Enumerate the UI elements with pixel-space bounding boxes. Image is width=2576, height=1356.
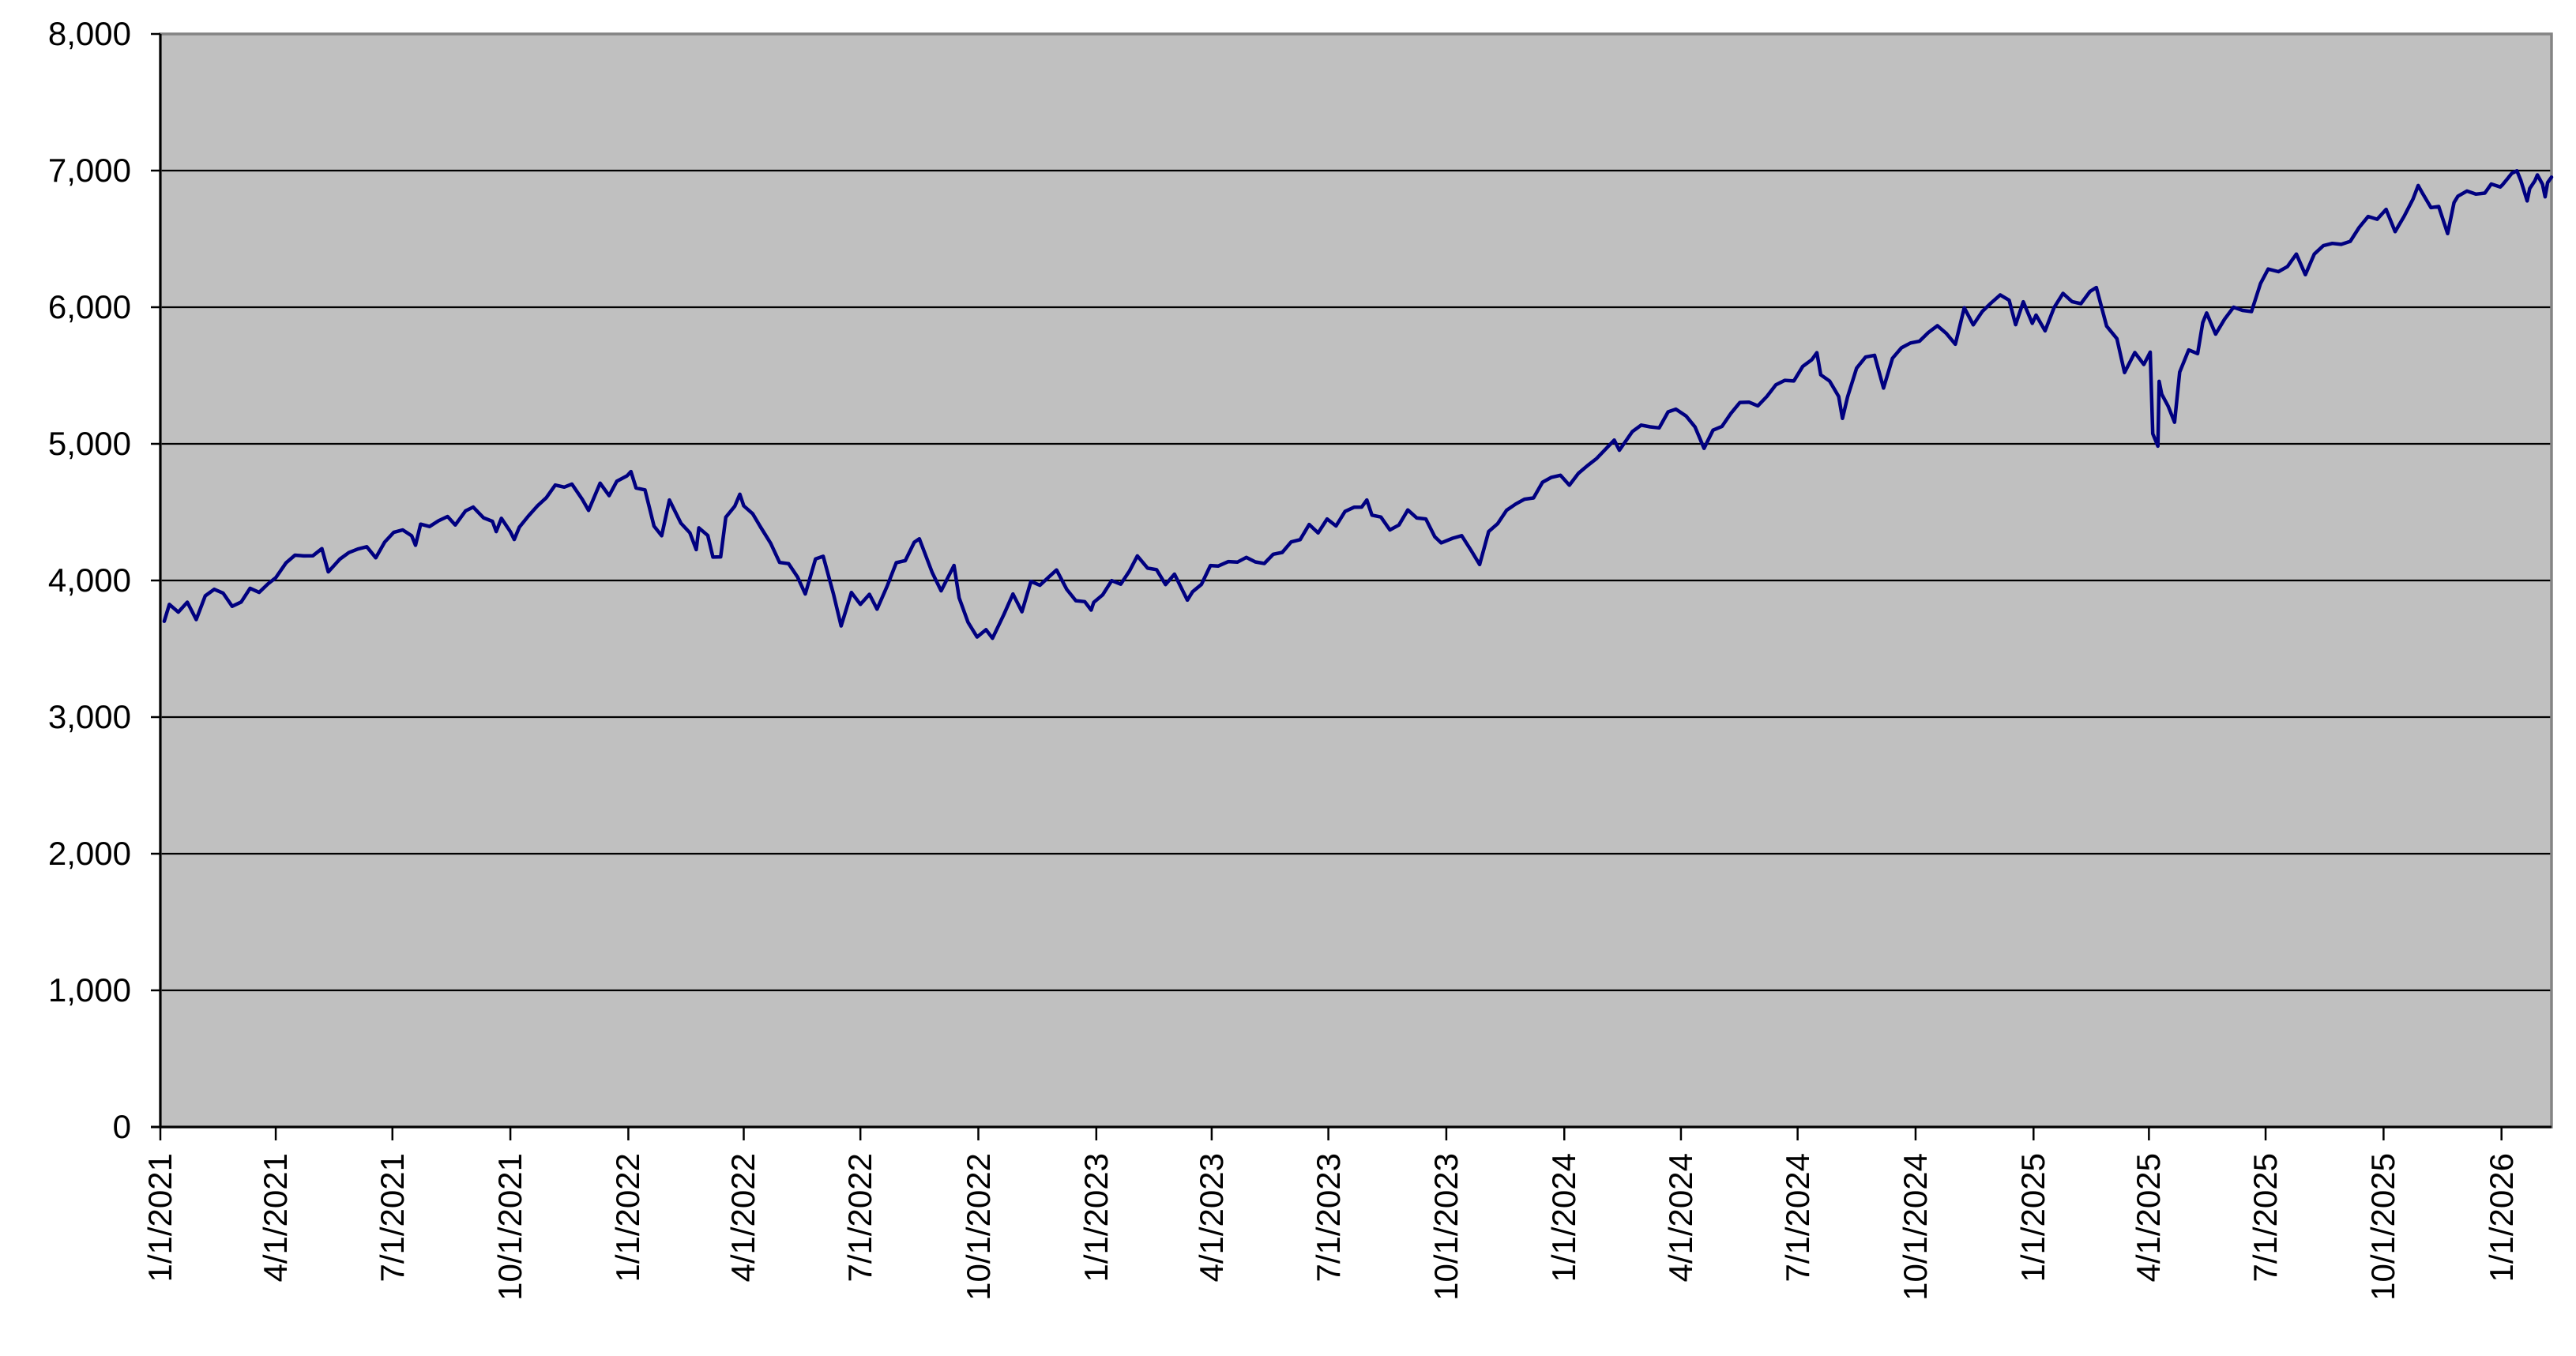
x-tick-label: 1/1/2026 [2482,1153,2520,1283]
y-tick-label: 5,000 [47,425,131,462]
y-tick-label: 4,000 [47,562,131,599]
x-tick-label: 4/1/2021 [257,1153,295,1283]
ticks-layer [151,32,2503,1140]
x-tick-label: 7/1/2022 [841,1153,879,1283]
y-tick-label: 3,000 [47,698,131,735]
x-tick-label: 1/1/2023 [1077,1153,1115,1283]
x-tick-label: 10/1/2022 [959,1153,997,1301]
y-tick-label: 0 [112,1108,131,1145]
gridlines-layer [160,169,2552,992]
y-tick-label: 6,000 [47,288,131,325]
x-tick-label: 1/1/2021 [141,1153,179,1283]
x-tick-label: 7/1/2021 [373,1153,411,1283]
x-tick-label: 10/1/2023 [1427,1153,1465,1301]
y-tick-label: 7,000 [47,152,131,189]
y-tick-label: 8,000 [47,15,131,52]
x-tick-label: 4/1/2023 [1192,1153,1230,1283]
x-tick-label: 7/1/2025 [2247,1153,2285,1283]
x-tick-label: 4/1/2025 [2130,1153,2168,1283]
x-tick-label: 1/1/2022 [609,1153,647,1283]
series-layer [162,169,2554,640]
x-tick-label: 7/1/2024 [1778,1153,1816,1283]
x-tick-label: 10/1/2024 [1896,1153,1934,1301]
x-tick-label: 10/1/2025 [2364,1153,2402,1301]
x-tick-label: 7/1/2023 [1309,1153,1347,1283]
y-tick-label: 2,000 [47,835,131,872]
x-tick-label: 4/1/2024 [1661,1153,1699,1283]
x-tick-label: 1/1/2024 [1545,1153,1583,1283]
x-tick-label: 10/1/2021 [491,1153,529,1301]
x-tick-label: 1/1/2025 [2014,1153,2052,1283]
series-line [162,169,2554,640]
x-tick-label: 4/1/2022 [724,1153,762,1283]
y-tick-label: 1,000 [47,971,131,1009]
